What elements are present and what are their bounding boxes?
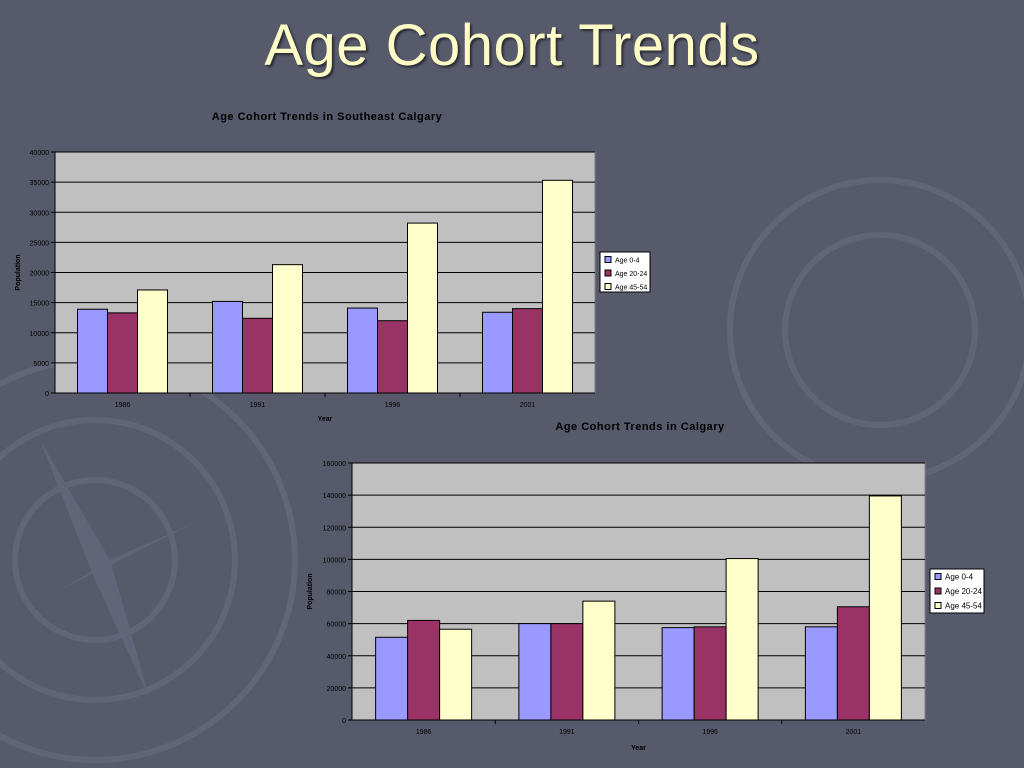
x-axis-label: Year — [318, 416, 333, 423]
legend-swatch — [604, 269, 612, 277]
bar — [836, 606, 870, 721]
y-tick-label: 40000 — [327, 654, 347, 661]
bar — [272, 264, 303, 394]
y-tick-label: 0 — [45, 391, 49, 398]
bar — [550, 623, 584, 721]
y-tick-label: 20000 — [327, 686, 347, 693]
legend-swatch — [934, 587, 942, 595]
legend-label: Age 20-24 — [945, 587, 982, 596]
bar — [137, 289, 168, 394]
bar — [661, 627, 695, 721]
bar — [347, 307, 378, 394]
bar — [407, 222, 438, 394]
bar — [804, 626, 838, 721]
legend-swatch — [934, 573, 942, 580]
bar — [242, 317, 273, 394]
bar — [725, 558, 759, 721]
chart-title: Age Cohort Trends in Southeast Calgary — [212, 111, 443, 123]
x-tick-label: 2001 — [520, 402, 536, 409]
y-tick-label: 20000 — [30, 271, 50, 278]
x-axis-label: Year — [631, 745, 646, 752]
y-tick-label: 160000 — [323, 461, 346, 468]
y-tick-label: 5000 — [33, 361, 49, 368]
legend-label: Age 0-4 — [945, 573, 974, 582]
chart-title: Age Cohort Trends in Calgary — [555, 421, 725, 433]
x-tick-label: 1996 — [702, 729, 718, 736]
bar — [375, 636, 409, 721]
bar — [377, 320, 408, 394]
y-tick-label: 10000 — [30, 331, 50, 338]
bar — [582, 600, 616, 721]
y-tick-label: 40000 — [30, 150, 50, 157]
y-tick-label: 80000 — [327, 590, 347, 597]
y-tick-label: 35000 — [30, 180, 50, 187]
y-tick-label: 0 — [342, 718, 346, 725]
legend-label: Age 45-54 — [945, 602, 982, 611]
x-tick-label: 1986 — [115, 402, 131, 409]
y-tick-label: 30000 — [30, 210, 50, 217]
bar — [482, 311, 513, 394]
y-tick-label: 15000 — [30, 301, 50, 308]
bar — [693, 626, 727, 721]
bar — [512, 308, 543, 394]
x-tick-label: 1991 — [250, 402, 266, 409]
bar — [542, 179, 573, 394]
slide-title: Age Cohort Trends — [264, 13, 760, 78]
legend-label: Age 45-54 — [615, 285, 647, 292]
bar — [212, 300, 243, 394]
bar — [868, 495, 902, 721]
x-tick-label: 1991 — [559, 729, 575, 736]
legend-label: Age 0-4 — [615, 258, 640, 265]
legend-swatch — [604, 256, 612, 263]
legend-label: Age 20-24 — [615, 271, 647, 278]
bar — [77, 308, 108, 394]
legend-swatch — [604, 283, 612, 290]
y-tick-label: 60000 — [327, 622, 347, 629]
bar — [518, 623, 552, 721]
y-tick-label: 25000 — [30, 240, 50, 247]
y-tick-label: 120000 — [323, 525, 346, 532]
y-axis-label: Population — [307, 573, 314, 609]
bar — [439, 628, 473, 721]
y-tick-label: 100000 — [323, 557, 346, 564]
x-tick-label: 1996 — [385, 402, 401, 409]
x-tick-label: 2001 — [846, 729, 862, 736]
y-tick-label: 140000 — [323, 493, 346, 500]
y-axis-label: Population — [15, 254, 22, 290]
legend-swatch — [934, 602, 942, 609]
bar — [407, 619, 441, 721]
x-tick-label: 1986 — [416, 729, 432, 736]
